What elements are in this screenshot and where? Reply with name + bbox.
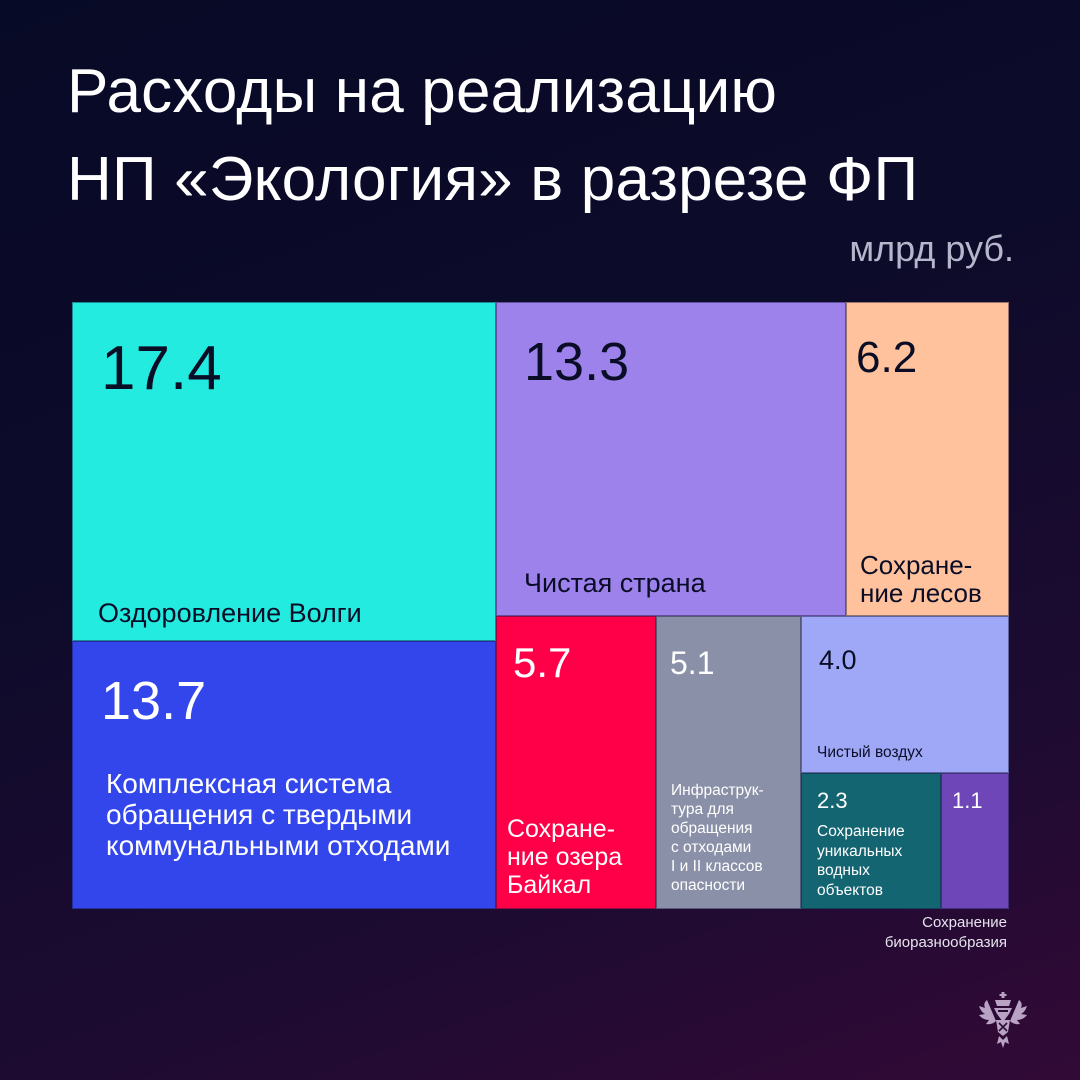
- cell-baikal: 5.7 Сохране- ние озера Байкал: [496, 616, 656, 909]
- label-baikal-line-2: ние озера: [507, 843, 623, 871]
- label-infra-line-4: с отходами: [671, 839, 752, 856]
- value-baikal: 5.7: [513, 639, 572, 686]
- label-clean-air: Чистый воздух: [817, 744, 923, 761]
- label-bio-line-2: биоразнообразия: [884, 934, 1007, 951]
- value-water-objects: 2.3: [817, 788, 848, 813]
- label-water-line-1: Сохранение: [817, 823, 905, 840]
- page-title: Расходы на реализацию НП «Экология» в ра…: [67, 48, 1047, 224]
- cell-infrastructure: 5.1 Инфраструк- тура для обращения с отх…: [656, 616, 801, 909]
- value-clean-country: 13.3: [524, 332, 630, 392]
- label-water-objects: Сохранение уникальных водных объектов: [817, 822, 905, 900]
- label-infra-line-2: тура для: [671, 801, 734, 818]
- label-infra-line-6: опасности: [671, 877, 746, 894]
- label-forests: Сохране- ние лесов: [860, 551, 982, 607]
- label-baikal-line-3: Байкал: [507, 871, 592, 899]
- cell-forests: 6.2 Сохране- ние лесов: [846, 302, 1009, 616]
- label-water-line-3: водных: [817, 862, 870, 879]
- value-infrastructure: 5.1: [670, 645, 715, 681]
- cell-tko: 13.7 Комплексная система обращения с тве…: [72, 641, 496, 909]
- label-volga: Оздоровление Волги: [98, 598, 362, 628]
- label-baikal: Сохране- ние озера Байкал: [507, 815, 622, 899]
- value-clean-air: 4.0: [819, 645, 857, 675]
- label-biodiversity: Сохранение биоразнообразия: [885, 913, 1007, 953]
- label-infrastructure: Инфраструк- тура для обращения с отходам…: [671, 781, 764, 895]
- title-line-1: Расходы на реализацию: [67, 57, 778, 126]
- label-forests-line-1: Сохране-: [860, 550, 973, 580]
- label-forests-line-2: ние лесов: [860, 578, 982, 608]
- label-baikal-line-1: Сохране-: [507, 815, 616, 843]
- cell-water-objects: 2.3 Сохранение уникальных водных объекто…: [801, 773, 941, 909]
- label-water-line-4: объектов: [817, 881, 884, 899]
- label-tko: Комплексная система обращения с твердыми…: [106, 768, 451, 861]
- double-headed-eagle-emblem-icon: [979, 992, 1027, 1048]
- label-infra-line-5: I и II классов: [671, 858, 763, 875]
- cell-biodiversity: 1.1: [941, 773, 1009, 909]
- title-line-2: НП «Экология» в разрезе ФП: [67, 145, 919, 214]
- value-volga: 17.4: [101, 334, 222, 403]
- label-infra-line-3: обращения: [671, 820, 753, 837]
- cell-clean-air: 4.0 Чистый воздух: [801, 616, 1009, 773]
- cell-clean-country: 13.3 Чистая страна: [496, 302, 846, 616]
- cell-volga: 17.4 Оздоровление Волги: [72, 302, 496, 641]
- label-water-line-2: уникальных: [817, 842, 903, 860]
- unit-label: млрд руб.: [849, 228, 1014, 269]
- value-tko: 13.7: [101, 671, 207, 731]
- value-biodiversity: 1.1: [952, 788, 983, 813]
- label-bio-line-1: Сохранение: [922, 914, 1007, 931]
- label-clean-country: Чистая страна: [524, 568, 706, 598]
- treemap-chart: 17.4 Оздоровление Волги 13.7 Комплексная…: [72, 302, 1009, 909]
- label-infra-line-1: Инфраструк-: [671, 782, 764, 799]
- value-forests: 6.2: [856, 333, 918, 382]
